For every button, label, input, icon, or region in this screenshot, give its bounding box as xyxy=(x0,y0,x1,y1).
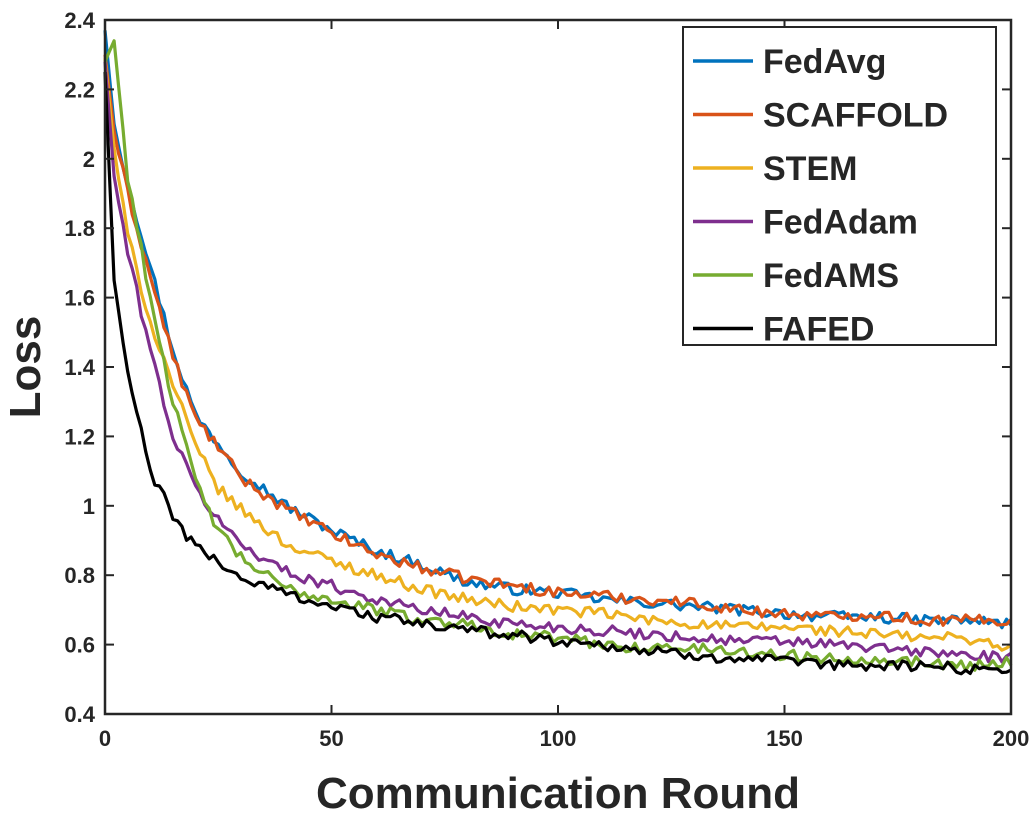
legend-label-fafed: FAFED xyxy=(763,311,874,349)
legend-label-fedavg: FedAvg xyxy=(763,43,886,81)
x-tick-label: 50 xyxy=(319,726,343,751)
series-line-stem xyxy=(103,58,1012,652)
x-tick-label: 0 xyxy=(99,726,111,751)
x-tick-label: 200 xyxy=(993,726,1030,751)
legend-box xyxy=(682,26,997,346)
y-tick-label: 1.8 xyxy=(64,216,95,241)
y-tick-label: 0.6 xyxy=(64,633,95,658)
legend-label-fedadam: FedAdam xyxy=(763,204,918,242)
y-tick-label: 0.4 xyxy=(64,702,95,727)
x-axis-label: Communication Round xyxy=(316,769,800,814)
y-tick-label: 2 xyxy=(83,147,95,172)
series-line-fedadam xyxy=(103,61,1012,664)
legend-label-fedams: FedAMS xyxy=(763,257,899,295)
y-tick-label: 0.8 xyxy=(64,563,95,588)
series-line-fedams xyxy=(103,39,1013,673)
y-tick-label: 1.4 xyxy=(64,355,95,380)
y-axis-ticks: 0.4 0.6 0.8 1 1.2 1.4 1.6 1.8 2 2.2 2.4 xyxy=(64,8,1011,727)
series-line-fafed xyxy=(103,71,1012,676)
y-tick-label: 1 xyxy=(83,494,95,519)
legend: FedAvg SCAFFOLD STEM FedAdam FedAMS FAFED xyxy=(682,26,997,349)
y-tick-label: 1.6 xyxy=(64,286,95,311)
y-tick-label: 1.2 xyxy=(64,424,95,449)
y-axis-label: Loss xyxy=(1,316,50,419)
y-tick-label: 2.4 xyxy=(64,8,95,33)
y-tick-label: 2.2 xyxy=(64,77,95,102)
x-tick-label: 150 xyxy=(766,726,803,751)
series-line-scaffold xyxy=(103,54,1013,627)
x-tick-label: 100 xyxy=(540,726,577,751)
legend-label-stem: STEM xyxy=(763,150,857,188)
legend-label-scaffold: SCAFFOLD xyxy=(763,97,948,135)
series-layer xyxy=(103,30,1013,676)
